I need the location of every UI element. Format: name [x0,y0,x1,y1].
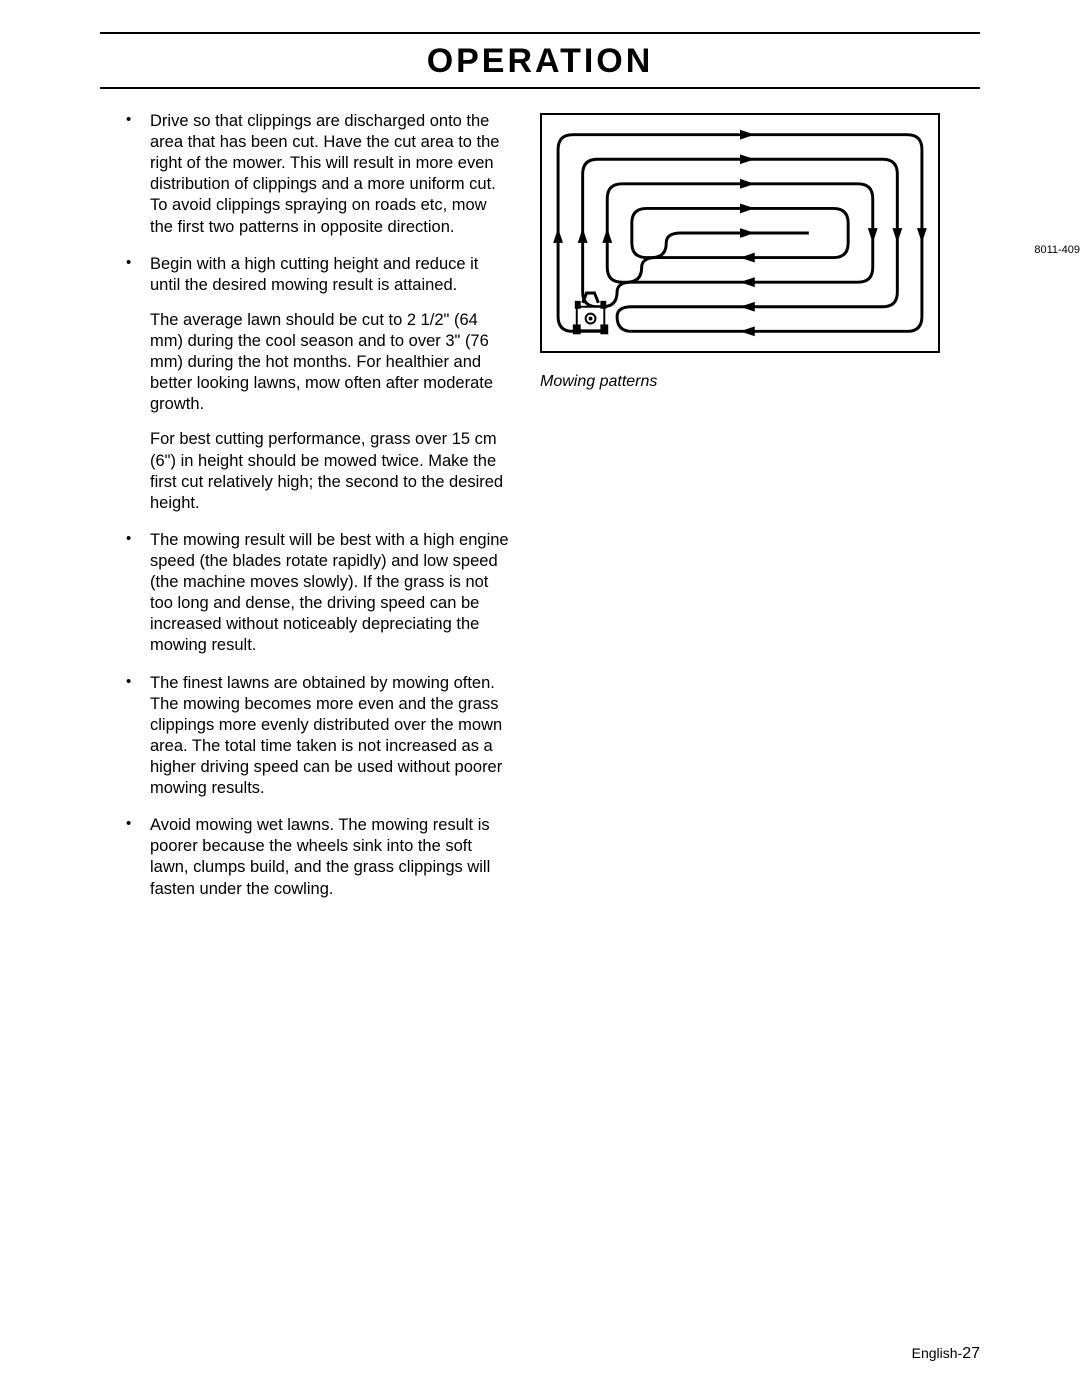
figure-number: 8011-409 [1034,244,1080,256]
footer-language: English- [912,1345,963,1361]
page-footer: English-27 [912,1345,980,1363]
paragraph: For best cutting performance, grass over… [150,429,510,513]
paragraph: Begin with a high cutting height and red… [150,254,510,296]
footer-page-number: 27 [962,1345,980,1362]
paragraph: The average lawn should be cut to 2 1/2"… [150,310,510,416]
header-rule-bottom [100,87,980,89]
mowing-pattern-figure [540,113,940,353]
header-rule-top [100,32,980,34]
paragraph: The finest lawns are obtained by mowing … [150,673,510,800]
paragraph: Drive so that clippings are discharged o… [150,111,510,238]
paragraph: Avoid mowing wet lawns. The mowing resul… [150,815,510,899]
bullet-list: Drive so that clippings are discharged o… [120,111,510,900]
right-column: 8011-409 Mowing patterns [540,111,960,916]
left-column: Drive so that clippings are discharged o… [100,111,510,916]
list-item: Avoid mowing wet lawns. The mowing resul… [120,815,510,899]
mower-icon [573,293,608,334]
paragraph: The mowing result will be best with a hi… [150,530,510,657]
page-title: OPERATION [100,40,980,87]
mowing-pattern-diagram [542,115,938,351]
figure-caption: Mowing patterns [540,373,960,391]
list-item: The finest lawns are obtained by mowing … [120,673,510,800]
list-item: The mowing result will be best with a hi… [120,530,510,657]
list-item: Drive so that clippings are discharged o… [120,111,510,238]
list-item: Begin with a high cutting height and red… [120,254,510,514]
